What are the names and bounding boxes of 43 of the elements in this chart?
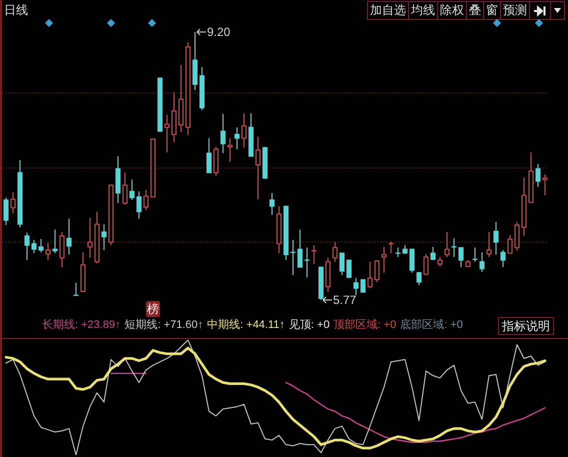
candlestick	[18, 160, 22, 228]
text: 榜	[146, 301, 160, 317]
candlestick	[276, 206, 282, 254]
candlestick	[88, 217, 92, 258]
candlestick	[522, 176, 526, 236]
text: 顶部区域: +0	[334, 318, 396, 333]
candlestick	[494, 221, 498, 256]
text: 见顶: +0	[288, 318, 330, 333]
text: 长期线: +23.89↑	[42, 318, 121, 333]
candlestick	[382, 246, 386, 274]
text: 预测	[500, 1, 529, 20]
candlestick	[368, 261, 372, 289]
candlestick	[220, 114, 226, 154]
text: 中期线: +44.11↑	[207, 318, 285, 333]
candlestick	[234, 126, 240, 150]
candlestick	[354, 278, 358, 296]
chart-title: 日线	[4, 2, 28, 18]
candlestick	[192, 32, 198, 90]
text: 短期线: +71.60↑	[124, 318, 204, 333]
candlestick	[66, 218, 72, 256]
text: 叠	[466, 1, 483, 20]
candlestick	[242, 112, 246, 148]
candlestick	[94, 211, 100, 264]
text: 均线	[408, 1, 437, 20]
candlestick	[256, 136, 260, 200]
annotation: 5.77	[333, 293, 356, 307]
candlestick	[270, 192, 274, 216]
text: 加自选	[367, 1, 408, 20]
candlestick	[102, 224, 106, 250]
text: 指标说明	[498, 317, 554, 335]
text: 底部区域: +0	[400, 318, 463, 333]
text: 窗	[483, 1, 500, 20]
candlestick	[228, 138, 232, 162]
candlestick	[116, 156, 120, 204]
candlestick	[10, 192, 16, 214]
candlestick	[164, 114, 170, 153]
candlestick	[178, 64, 184, 133]
candlestick	[172, 92, 176, 143]
candlestick	[136, 190, 142, 220]
candlestick	[480, 252, 484, 272]
text: 除权	[437, 1, 466, 20]
candlestick	[186, 42, 190, 136]
annotation: 9.20	[207, 25, 230, 39]
